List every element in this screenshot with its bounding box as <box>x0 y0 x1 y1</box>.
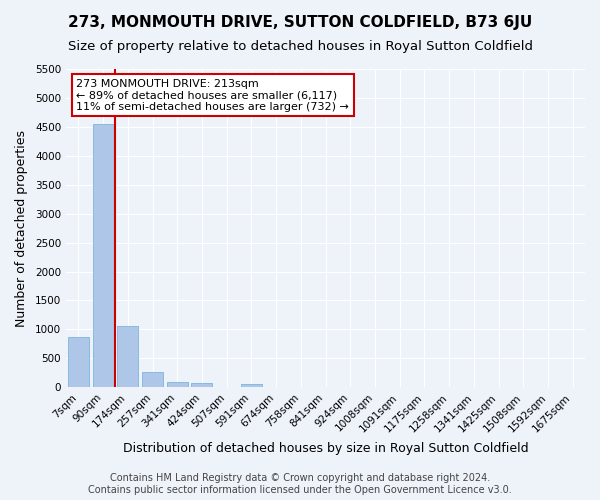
Text: 273, MONMOUTH DRIVE, SUTTON COLDFIELD, B73 6JU: 273, MONMOUTH DRIVE, SUTTON COLDFIELD, B… <box>68 15 532 30</box>
Text: Size of property relative to detached houses in Royal Sutton Coldfield: Size of property relative to detached ho… <box>67 40 533 53</box>
Bar <box>68 337 89 388</box>
Text: 273 MONMOUTH DRIVE: 213sqm
← 89% of detached houses are smaller (6,117)
11% of s: 273 MONMOUTH DRIVE: 213sqm ← 89% of deta… <box>76 78 349 112</box>
Bar <box>142 372 163 388</box>
Bar <box>191 382 212 388</box>
Text: Contains HM Land Registry data © Crown copyright and database right 2024.
Contai: Contains HM Land Registry data © Crown c… <box>88 474 512 495</box>
Bar <box>92 124 113 388</box>
Bar <box>241 384 262 388</box>
Y-axis label: Number of detached properties: Number of detached properties <box>15 130 28 326</box>
Bar <box>167 382 188 388</box>
X-axis label: Distribution of detached houses by size in Royal Sutton Coldfield: Distribution of detached houses by size … <box>123 442 529 455</box>
Bar <box>118 326 139 388</box>
